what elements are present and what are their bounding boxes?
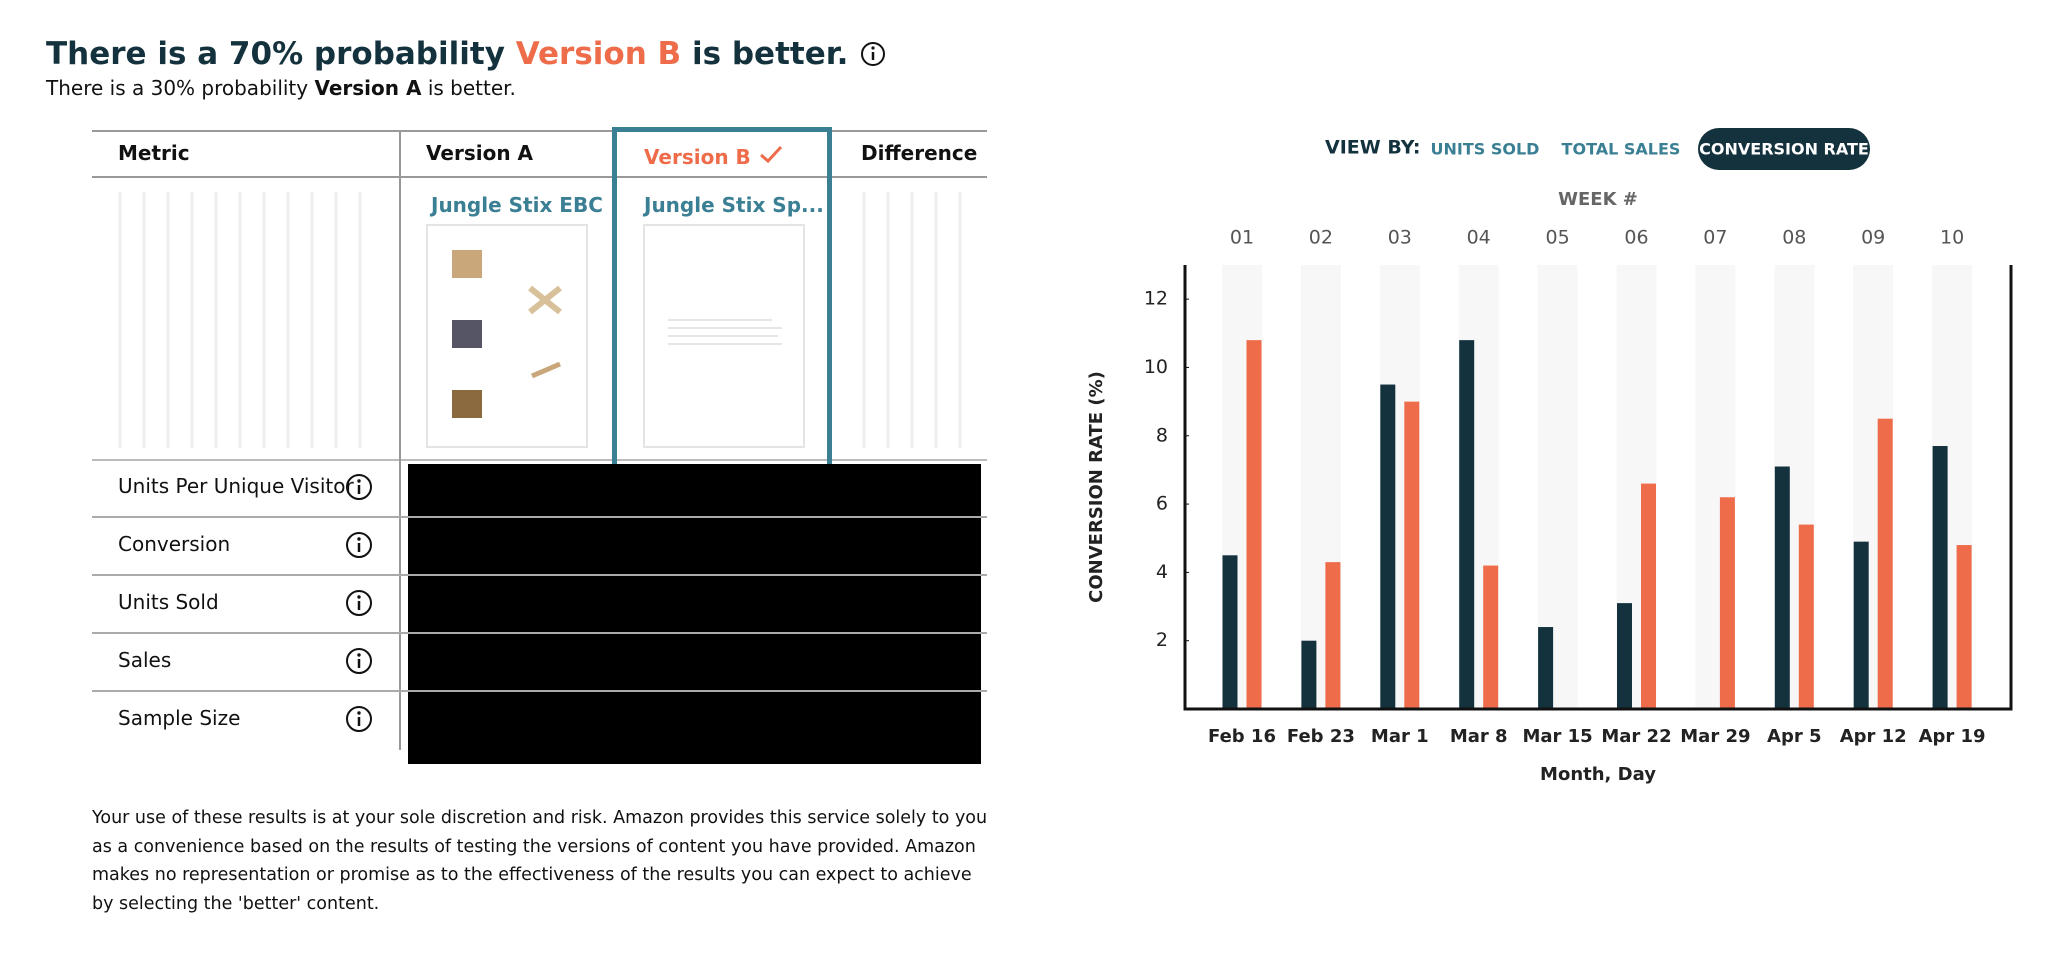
week-label: 08: [1782, 227, 1806, 249]
option-label[interactable]: TOTAL SALES: [1562, 140, 1681, 159]
y-tick-label: 4: [1156, 561, 1168, 583]
divider: [399, 130, 401, 750]
week-label: 10: [1940, 227, 1964, 249]
bar: [1932, 446, 1948, 709]
version-name: Jungle Stix EBC: [431, 193, 603, 217]
result-title: There is a 70% probability Version B is …: [46, 36, 887, 72]
metric-label: Sales: [118, 648, 172, 672]
info-icon[interactable]: [859, 40, 887, 68]
week-label: 09: [1861, 227, 1885, 249]
x-tick-label: Apr 12: [1840, 726, 1907, 747]
bar: [1459, 340, 1475, 709]
view-by-label: VIEW BY:: [1325, 137, 1420, 159]
info-icon[interactable]: [344, 588, 374, 618]
bar: [1877, 418, 1893, 709]
result-subtitle: There is a 30% probability Version A is …: [46, 76, 516, 100]
bar: [1617, 603, 1632, 709]
bar: [1853, 541, 1869, 709]
divider: [92, 130, 987, 132]
bar: [1719, 497, 1735, 709]
option-pill: [1698, 128, 1870, 170]
chart: VIEW BY: WEEK # Month, Day CONVERSION RA…: [1086, 128, 2013, 785]
view-by-option[interactable]: CONVERSION RATE: [1698, 128, 1870, 170]
bar: [1222, 555, 1238, 709]
week-label: 01: [1230, 227, 1254, 249]
week-title: WEEK #: [1558, 189, 1638, 210]
divider: [92, 459, 987, 461]
week-label: 07: [1703, 227, 1727, 249]
column-header-text: Version B: [644, 145, 751, 169]
divider: [92, 632, 987, 634]
subtitle-highlight: Version A: [314, 76, 422, 100]
x-tick-label: Mar 22: [1601, 726, 1671, 747]
x-tick-label: Feb 16: [1208, 726, 1276, 747]
x-tick-label: Apr 5: [1767, 726, 1821, 747]
column-header: Metric: [118, 141, 190, 165]
week-label: 04: [1467, 227, 1491, 249]
metric-label: Units Per Unique Visitor: [118, 474, 354, 498]
bar: [1483, 565, 1499, 709]
bar: [1774, 466, 1790, 709]
check-icon: [759, 145, 782, 164]
view-by-option[interactable]: TOTAL SALES: [1562, 140, 1681, 159]
bar: [1404, 401, 1420, 709]
week-label: 02: [1309, 227, 1333, 249]
bar: [1380, 384, 1396, 709]
info-icon[interactable]: [344, 472, 374, 502]
bar: [1956, 545, 1972, 709]
subtitle-text: is better.: [427, 76, 516, 100]
x-tick-label: Mar 1: [1371, 726, 1429, 747]
bar: [1246, 340, 1262, 709]
x-axis-label: Month, Day: [1540, 764, 1656, 785]
column-header: Version B: [644, 144, 784, 169]
y-tick-label: 12: [1144, 288, 1168, 310]
divider: [92, 574, 987, 576]
subtitle-text: There is a 30% probability: [46, 76, 309, 100]
view-by-option[interactable]: UNITS SOLD: [1431, 140, 1540, 159]
column-header: Version A: [426, 141, 533, 165]
title-text: There is a 70% probability: [46, 36, 505, 72]
y-tick-label: 8: [1156, 424, 1168, 446]
column-header: Difference: [861, 141, 978, 165]
bar: [1538, 627, 1554, 709]
version-name: Jungle Stix Sp...: [644, 193, 824, 217]
x-tick-label: Feb 23: [1287, 726, 1355, 747]
title-highlight: Version B: [515, 36, 682, 72]
placeholder-art: [118, 192, 962, 448]
title-text: is better.: [691, 36, 849, 72]
y-axis-label: CONVERSION RATE (%): [1086, 371, 1107, 603]
bar: [1641, 483, 1656, 709]
x-tick-label: Mar 15: [1522, 726, 1592, 747]
bar: [1798, 524, 1814, 709]
info-icon[interactable]: [344, 704, 374, 734]
info-icon[interactable]: [344, 530, 374, 560]
divider: [92, 176, 987, 178]
x-tick-label: Mar 29: [1680, 726, 1750, 747]
metric-label: Units Sold: [118, 590, 219, 614]
metric-label: Sample Size: [118, 706, 241, 730]
week-label: 03: [1388, 227, 1412, 249]
y-tick-label: 6: [1156, 493, 1168, 515]
x-tick-label: Apr 19: [1919, 726, 1986, 747]
option-label[interactable]: UNITS SOLD: [1431, 140, 1540, 159]
selected-column: [612, 127, 832, 465]
x-tick-label: Mar 8: [1450, 726, 1508, 747]
week-label: 06: [1624, 227, 1648, 249]
metric-label: Conversion: [118, 532, 231, 556]
y-tick-label: 10: [1144, 356, 1168, 378]
redacted-block: [408, 464, 981, 764]
bar: [1325, 562, 1341, 709]
option-label[interactable]: CONVERSION RATE: [1699, 140, 1869, 159]
axis: [1183, 265, 2013, 711]
week-label: 05: [1546, 227, 1570, 249]
info-icon[interactable]: [344, 646, 374, 676]
disclaimer: Your use of these results is at your sol…: [92, 808, 988, 914]
bar: [1301, 640, 1317, 709]
divider: [92, 690, 987, 692]
y-tick-label: 2: [1156, 629, 1168, 651]
divider: [92, 516, 987, 518]
